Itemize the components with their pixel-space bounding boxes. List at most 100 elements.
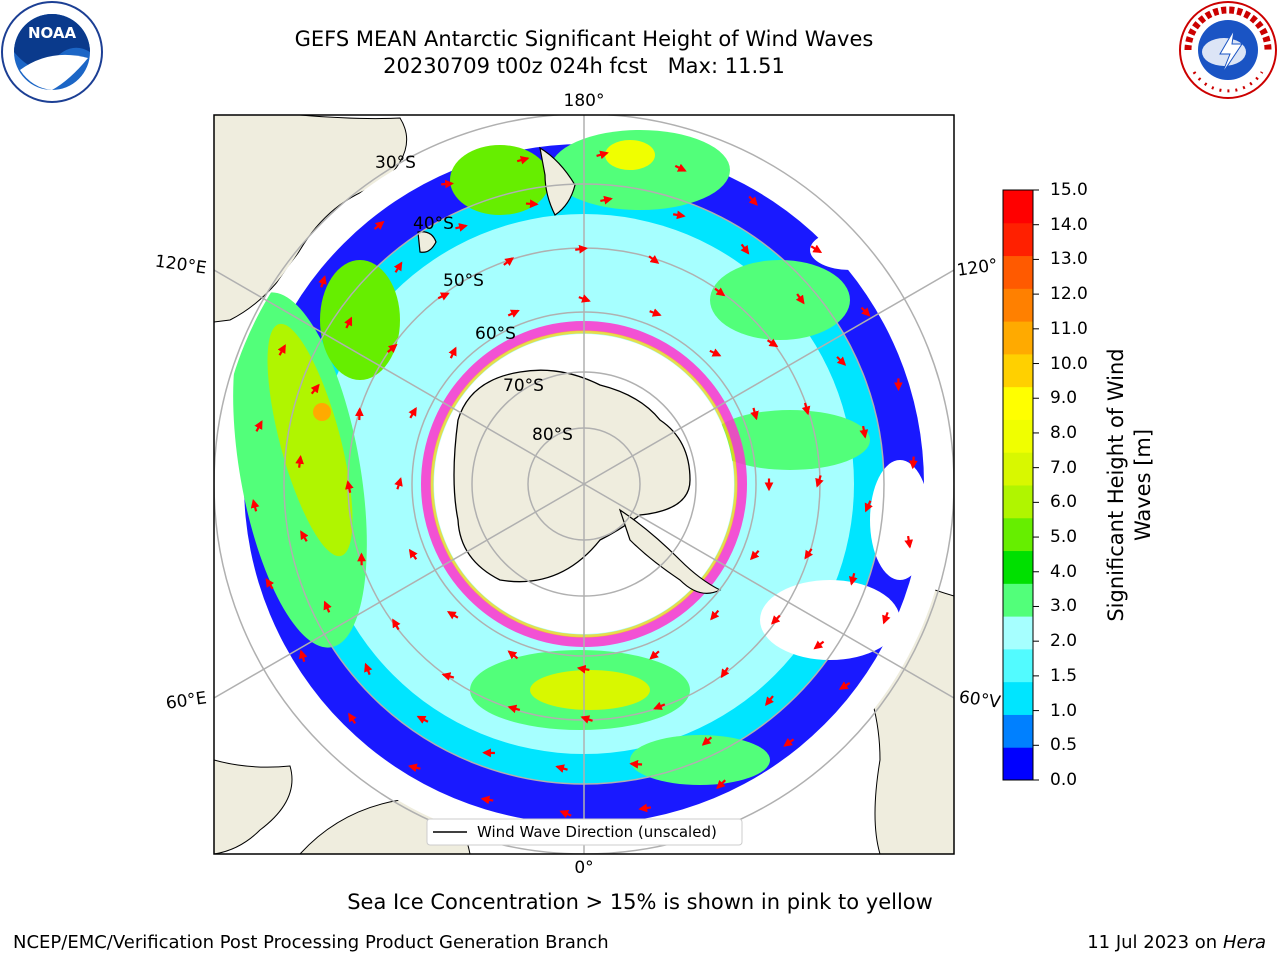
footer-date-text: 11 Jul 2023 on xyxy=(1087,932,1223,953)
tasmania xyxy=(417,231,437,253)
wave-direction-arrow xyxy=(750,549,760,561)
new-zealand xyxy=(539,146,576,216)
wave-direction-arrow xyxy=(710,609,720,621)
parallel-label-60s: 60°S xyxy=(475,324,516,344)
colorbar-tick-label: 1.5 xyxy=(1050,665,1078,686)
wave-direction-arrow xyxy=(387,343,398,353)
parallel-label-50s: 50°S xyxy=(443,271,484,291)
noaa-logo: NOAA xyxy=(1,1,103,103)
wave-direction-arrow xyxy=(836,356,847,366)
colorbar-tick-label: 0.5 xyxy=(1050,735,1078,756)
parallel-label-40s: 40°S xyxy=(413,214,454,234)
wave-direction-arrow xyxy=(580,715,593,724)
colorbar-swatch xyxy=(1003,452,1033,486)
colorbar-border xyxy=(1002,189,1034,781)
wave-direction-arrow xyxy=(864,500,873,513)
colorbar-swatch xyxy=(1003,321,1033,355)
parallel-labels: 30°S 40°S 50°S 60°S 70°S 80°S xyxy=(375,153,573,445)
wave-direction-arrow xyxy=(323,600,332,613)
wave-direction-arrow xyxy=(648,255,660,264)
colorbar-tick-label: 10.0 xyxy=(1050,353,1088,374)
wave-direction-arrow xyxy=(714,287,726,297)
wave-direction-arrow xyxy=(441,672,455,681)
chart-title-line1: GEFS MEAN Antarctic Significant Height o… xyxy=(294,27,874,51)
wave-direction-arrow xyxy=(344,316,353,329)
meridian-label-60e: 60°E xyxy=(165,688,208,713)
parallel-label-30s: 30°S xyxy=(375,153,416,173)
wave-direction-arrow xyxy=(771,614,781,625)
meridian-label-120e: 120°E xyxy=(154,252,208,279)
wave-direction-arrow xyxy=(813,640,825,650)
wave-direction-arrow xyxy=(716,779,726,790)
colorbar-tick-label: 11.0 xyxy=(1050,318,1088,339)
wave-direction-arrow xyxy=(909,456,918,470)
wave-direction-arrow xyxy=(578,294,591,303)
wave-direction-arrow xyxy=(503,257,515,266)
colorbar-tick-label: 12.0 xyxy=(1050,284,1088,305)
colorbar-title-line1: Significant Height of Wind xyxy=(1104,348,1128,622)
wave-direction-arrow xyxy=(638,803,652,813)
national-weather-service-logo xyxy=(1179,1,1277,99)
wave-direction-arrow xyxy=(848,572,858,586)
wave-direction-arrow xyxy=(859,425,869,439)
wind-wave-direction-arrows xyxy=(250,150,918,819)
colorbar-tick-label: 13.0 xyxy=(1050,249,1088,270)
wave-direction-arrow xyxy=(801,402,811,416)
wave-direction-arrow xyxy=(250,498,260,512)
wave-direction-arrow xyxy=(394,477,403,490)
parallel-label-80s: 80°S xyxy=(532,425,573,445)
wave-direction-arrow xyxy=(765,695,774,706)
wave-direction-arrow xyxy=(348,712,357,724)
wave-direction-arrow xyxy=(295,455,304,468)
colorbar-tick-label: 7.0 xyxy=(1050,457,1078,478)
colorbar-swatch xyxy=(1003,517,1033,552)
colorbar-tick-label: 5.0 xyxy=(1050,527,1078,548)
wave-direction-arrow xyxy=(559,810,572,819)
wave-direction-arrow xyxy=(393,261,403,273)
wave-direction-arrow xyxy=(575,244,588,254)
wave-direction-arrow xyxy=(254,420,263,432)
wave-direction-arrow xyxy=(576,664,590,674)
wave-direction-arrow xyxy=(265,578,275,590)
sea-ice-note: Sea Ice Concentration > 15% is shown in … xyxy=(347,890,933,914)
wave-direction-arrow xyxy=(507,309,520,318)
wave-direction-arrow xyxy=(507,650,519,660)
chart-title-line2: 20230709 t00z 024h fcst Max: 11.51 xyxy=(383,54,785,78)
colorbar-tick-label: 4.0 xyxy=(1050,561,1078,582)
wave-direction-arrow xyxy=(750,407,759,421)
wave-direction-arrow xyxy=(408,548,418,560)
wave-direction-arrow xyxy=(653,701,666,710)
wave-direction-arrow xyxy=(709,348,722,357)
colorbar xyxy=(1002,189,1039,781)
wave-direction-arrow xyxy=(838,681,851,690)
colorbar-swatch xyxy=(1003,485,1033,519)
wave-direction-arrow xyxy=(345,480,354,493)
wave-direction-arrow xyxy=(629,759,643,769)
wave-direction-arrow xyxy=(904,535,914,549)
footer-machine: Hera xyxy=(1222,932,1266,953)
wave-direction-arrow xyxy=(672,210,686,220)
wave-direction-arrow xyxy=(516,155,530,165)
colorbar-swatch xyxy=(1003,288,1033,322)
wave-direction-arrow xyxy=(480,795,494,805)
noaa-logo-text: NOAA xyxy=(28,24,77,42)
wave-direction-arrow xyxy=(783,738,795,747)
wave-direction-arrow xyxy=(766,338,779,348)
colorbar-swatch xyxy=(1003,190,1033,224)
colorbar-tick-label: 6.0 xyxy=(1050,492,1078,513)
colorbar-tick-label: 2.0 xyxy=(1050,631,1078,652)
wave-direction-arrow xyxy=(815,475,824,488)
colorbar-swatch xyxy=(1003,714,1033,748)
wave-direction-arrow xyxy=(596,150,609,160)
colorbar-swatch xyxy=(1003,616,1033,650)
wave-direction-arrow xyxy=(408,406,417,419)
wave-direction-arrow xyxy=(318,275,327,288)
wave-direction-arrow xyxy=(860,306,871,317)
wave-direction-arrow xyxy=(441,179,454,189)
footer-date: 11 Jul 2023 on Hera xyxy=(1087,932,1266,953)
wave-direction-arrow xyxy=(525,199,539,209)
wave-direction-arrow xyxy=(882,612,891,625)
colorbar-swatch xyxy=(1003,747,1033,781)
wave-direction-arrow xyxy=(416,715,429,724)
